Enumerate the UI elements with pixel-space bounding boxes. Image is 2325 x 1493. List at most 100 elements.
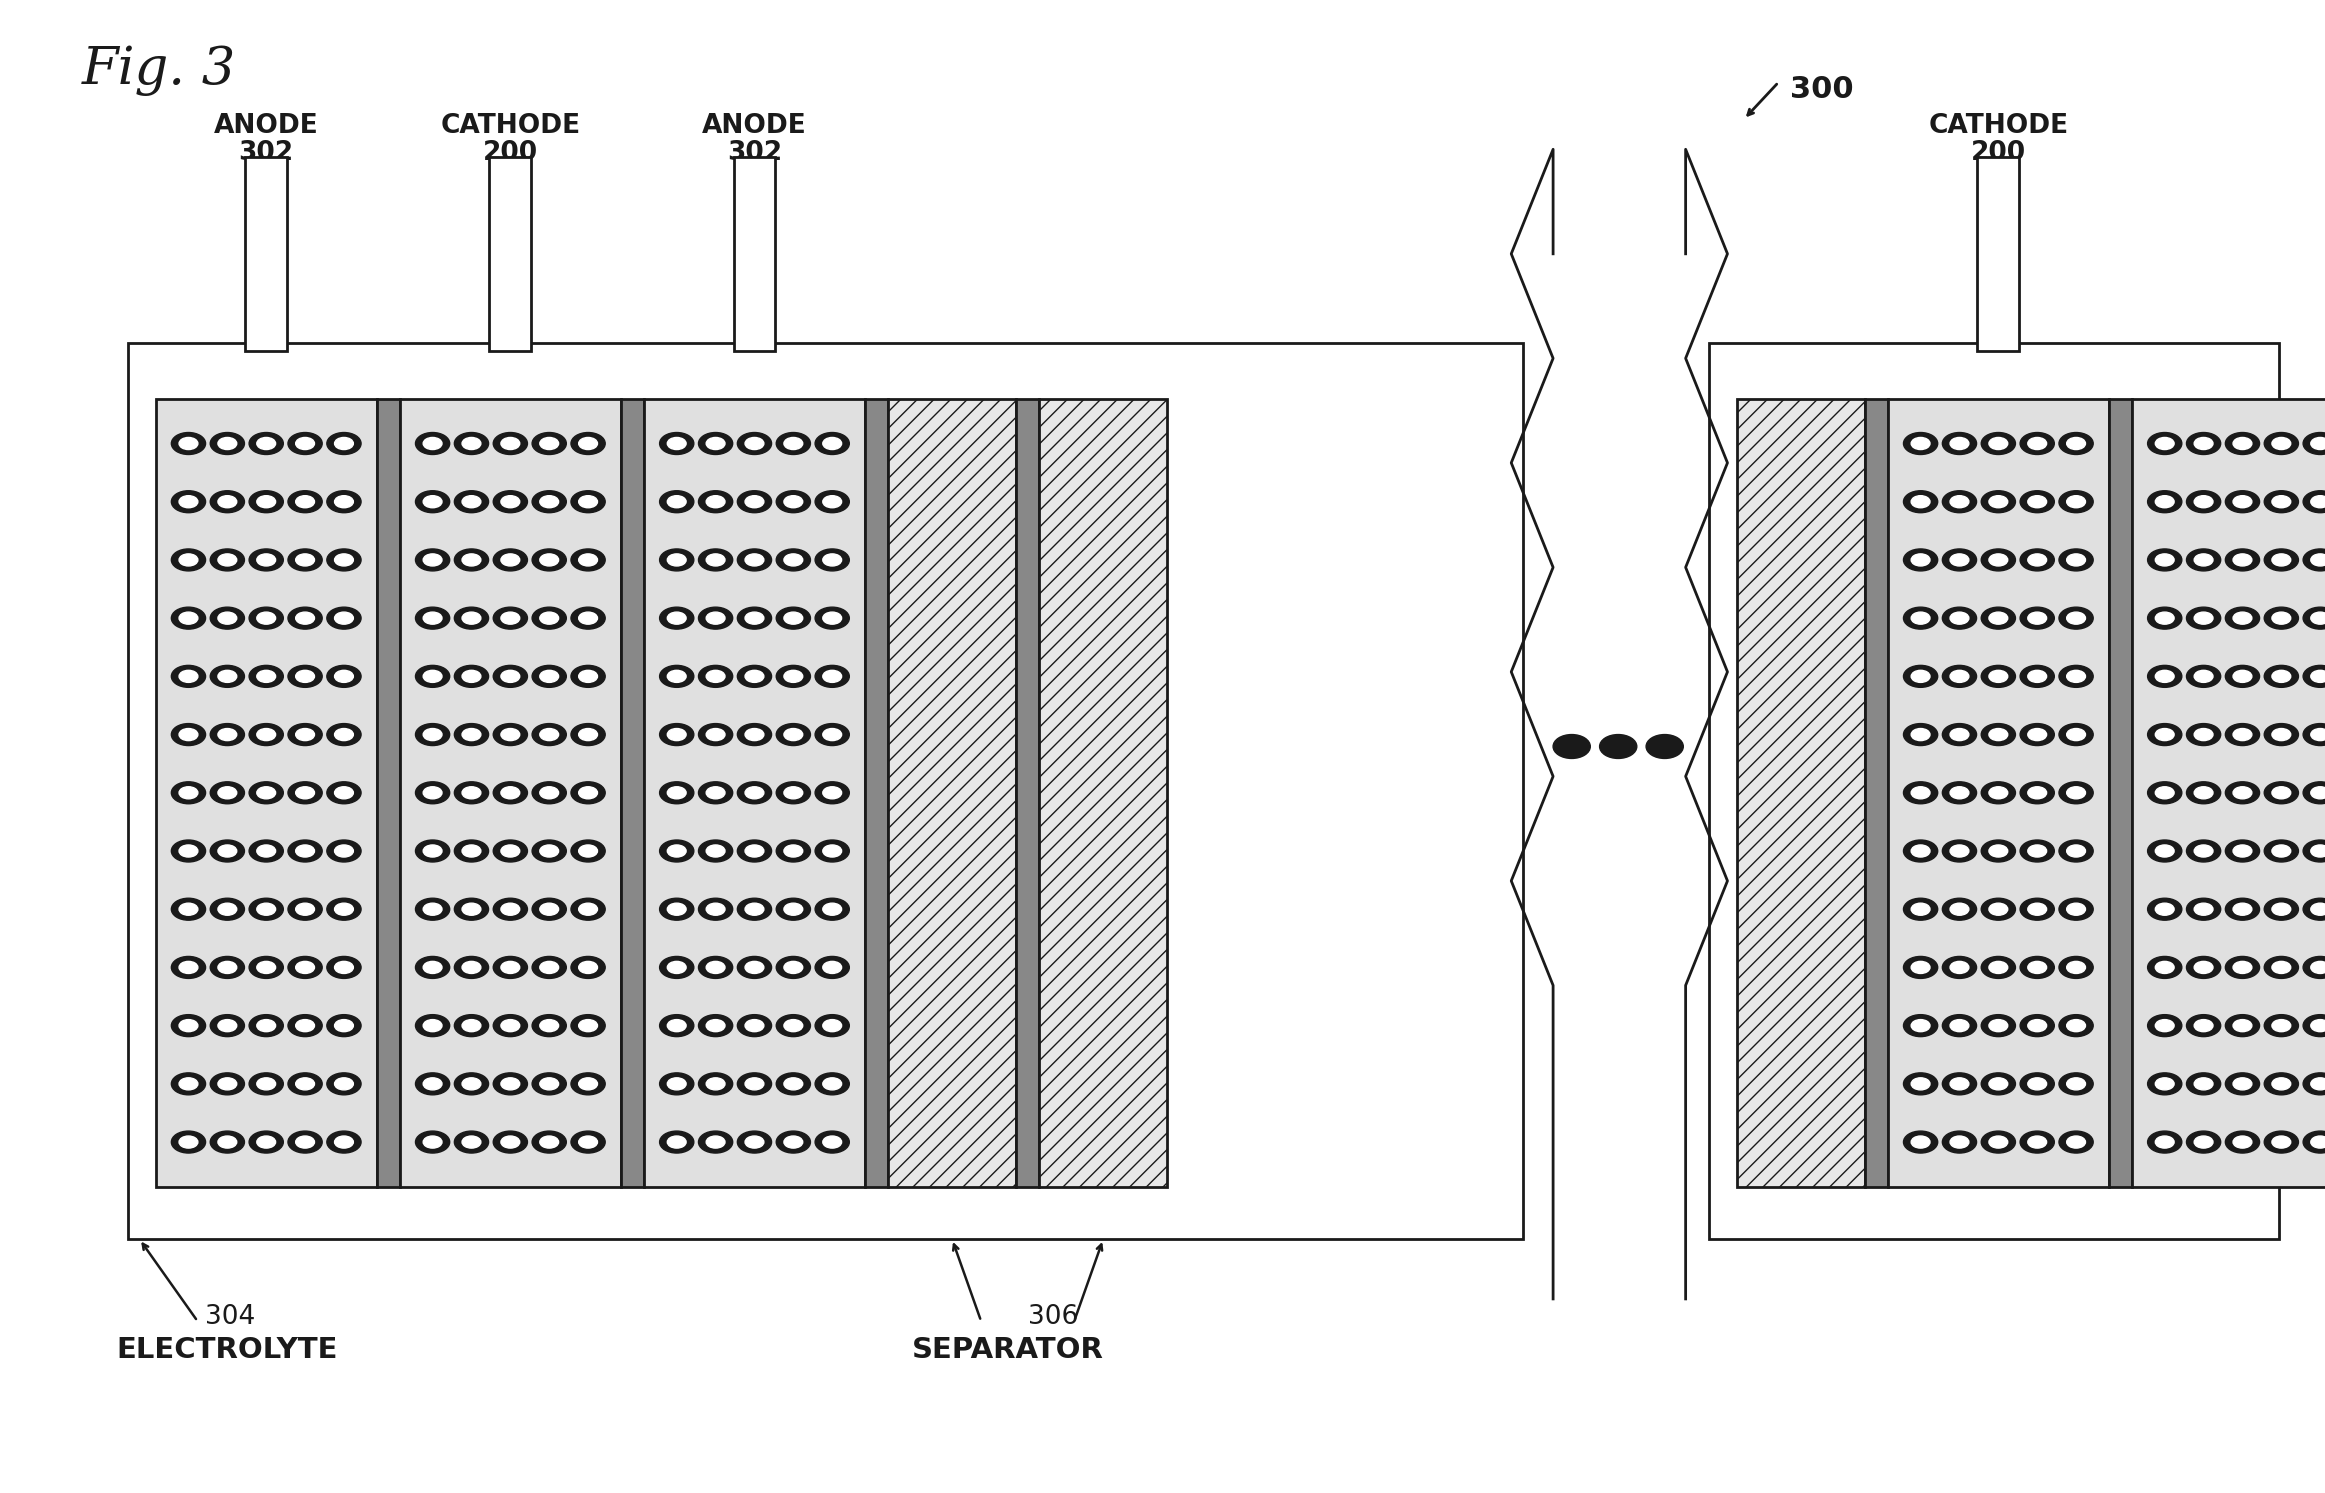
Circle shape bbox=[1911, 1136, 1930, 1148]
Circle shape bbox=[172, 1015, 205, 1036]
Circle shape bbox=[667, 787, 686, 799]
Circle shape bbox=[179, 496, 198, 508]
Circle shape bbox=[249, 433, 284, 454]
Circle shape bbox=[539, 554, 558, 566]
Circle shape bbox=[295, 961, 314, 973]
Circle shape bbox=[2311, 612, 2325, 624]
Circle shape bbox=[707, 496, 725, 508]
Circle shape bbox=[2311, 845, 2325, 857]
Circle shape bbox=[2020, 549, 2055, 570]
Circle shape bbox=[172, 782, 205, 803]
Circle shape bbox=[777, 957, 811, 978]
Circle shape bbox=[744, 1136, 765, 1148]
Circle shape bbox=[744, 845, 765, 857]
Circle shape bbox=[179, 787, 198, 799]
Circle shape bbox=[2155, 903, 2174, 915]
Circle shape bbox=[737, 957, 772, 978]
Circle shape bbox=[500, 496, 521, 508]
Circle shape bbox=[423, 787, 442, 799]
Circle shape bbox=[288, 666, 323, 687]
Circle shape bbox=[1951, 670, 1969, 682]
Circle shape bbox=[579, 729, 598, 741]
Circle shape bbox=[2148, 957, 2181, 978]
Circle shape bbox=[2225, 608, 2260, 629]
Circle shape bbox=[2060, 549, 2092, 570]
Circle shape bbox=[295, 496, 314, 508]
Circle shape bbox=[2155, 670, 2174, 682]
Circle shape bbox=[2195, 1020, 2213, 1032]
Circle shape bbox=[737, 1015, 772, 1036]
Circle shape bbox=[2067, 903, 2086, 915]
Circle shape bbox=[493, 841, 528, 861]
Circle shape bbox=[500, 1136, 521, 1148]
Circle shape bbox=[335, 903, 353, 915]
Circle shape bbox=[744, 1020, 765, 1032]
Circle shape bbox=[2067, 1020, 2086, 1032]
Bar bbox=[400, 399, 621, 1187]
Text: Fig. 3: Fig. 3 bbox=[81, 45, 235, 96]
Circle shape bbox=[179, 554, 198, 566]
Circle shape bbox=[823, 1078, 842, 1090]
Circle shape bbox=[579, 787, 598, 799]
Circle shape bbox=[416, 899, 449, 920]
Circle shape bbox=[1988, 437, 2009, 449]
Circle shape bbox=[572, 1015, 605, 1036]
Circle shape bbox=[1941, 666, 1976, 687]
Circle shape bbox=[453, 957, 488, 978]
Circle shape bbox=[1904, 491, 1937, 512]
Circle shape bbox=[328, 724, 360, 745]
Text: SEPARATOR: SEPARATOR bbox=[911, 1336, 1104, 1365]
Circle shape bbox=[2060, 782, 2092, 803]
Circle shape bbox=[2186, 666, 2220, 687]
Circle shape bbox=[744, 903, 765, 915]
Text: ANODE: ANODE bbox=[702, 113, 807, 139]
Circle shape bbox=[256, 729, 277, 741]
Circle shape bbox=[1951, 1020, 1969, 1032]
Circle shape bbox=[777, 1015, 811, 1036]
Circle shape bbox=[288, 1015, 323, 1036]
Circle shape bbox=[539, 961, 558, 973]
Circle shape bbox=[2020, 1132, 2055, 1153]
Circle shape bbox=[2195, 961, 2213, 973]
Circle shape bbox=[1981, 957, 2016, 978]
Circle shape bbox=[295, 612, 314, 624]
Circle shape bbox=[784, 612, 802, 624]
Circle shape bbox=[784, 1020, 802, 1032]
Circle shape bbox=[1904, 724, 1937, 745]
Circle shape bbox=[777, 841, 811, 861]
Circle shape bbox=[698, 1015, 732, 1036]
Circle shape bbox=[256, 670, 277, 682]
Circle shape bbox=[500, 1078, 521, 1090]
Circle shape bbox=[172, 724, 205, 745]
Circle shape bbox=[2225, 841, 2260, 861]
Circle shape bbox=[249, 841, 284, 861]
Circle shape bbox=[2195, 612, 2213, 624]
Circle shape bbox=[1904, 899, 1937, 920]
Circle shape bbox=[1911, 903, 1930, 915]
Text: 306: 306 bbox=[1028, 1303, 1079, 1330]
Circle shape bbox=[1904, 433, 1937, 454]
Circle shape bbox=[2265, 549, 2299, 570]
Circle shape bbox=[2232, 1136, 2253, 1148]
Circle shape bbox=[1951, 554, 1969, 566]
Circle shape bbox=[532, 899, 567, 920]
Circle shape bbox=[539, 1136, 558, 1148]
Circle shape bbox=[667, 437, 686, 449]
Circle shape bbox=[288, 549, 323, 570]
Circle shape bbox=[667, 1078, 686, 1090]
Circle shape bbox=[249, 666, 284, 687]
Circle shape bbox=[579, 670, 598, 682]
Circle shape bbox=[2027, 845, 2046, 857]
Circle shape bbox=[2186, 491, 2220, 512]
Circle shape bbox=[707, 554, 725, 566]
Circle shape bbox=[737, 1132, 772, 1153]
Circle shape bbox=[2186, 841, 2220, 861]
Circle shape bbox=[2195, 729, 2213, 741]
Circle shape bbox=[2195, 845, 2213, 857]
Circle shape bbox=[219, 554, 237, 566]
Circle shape bbox=[737, 841, 772, 861]
Circle shape bbox=[660, 1073, 693, 1094]
Circle shape bbox=[219, 1136, 237, 1148]
Circle shape bbox=[500, 437, 521, 449]
Circle shape bbox=[219, 787, 237, 799]
